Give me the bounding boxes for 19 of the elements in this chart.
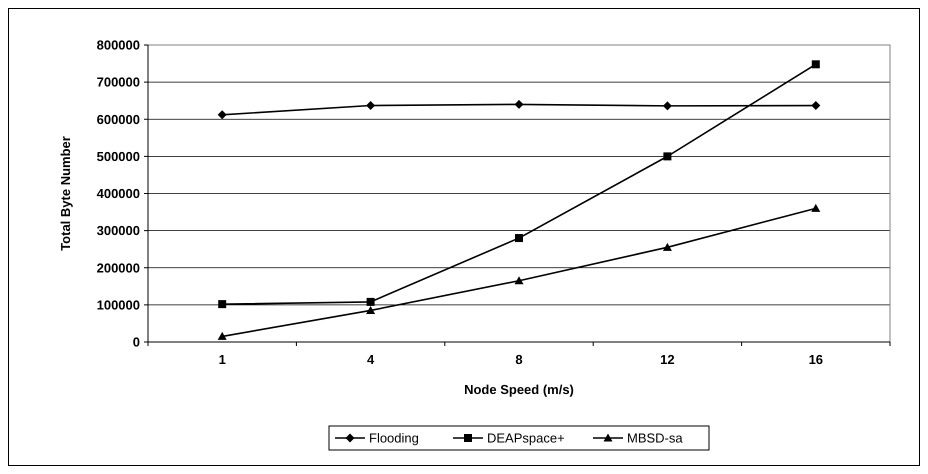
y-tick-label: 500000 [96, 148, 140, 164]
x-axis-title: Node Speed (m/s) [464, 382, 574, 397]
x-tick-label: 12 [660, 352, 675, 367]
x-tick-label: 1 [218, 352, 226, 367]
y-axis-title: Total Byte Number [58, 136, 73, 251]
legend-label: MBSD-sa [627, 430, 684, 446]
y-tick-label: 0 [132, 334, 140, 350]
legend-label: Flooding [369, 430, 419, 446]
x-tick-label: 8 [515, 352, 523, 367]
y-tick-label: 300000 [96, 223, 140, 238]
legend-label: DEAPspace+ [487, 430, 565, 446]
y-tick-label: 700000 [96, 74, 140, 90]
x-tick-label: 4 [366, 352, 375, 367]
y-tick-label: 600000 [96, 112, 140, 127]
x-tick-label: 16 [808, 352, 824, 367]
y-tick-label: 200000 [96, 260, 140, 276]
y-tick-label: 100000 [96, 297, 140, 312]
y-tick-label: 800000 [96, 38, 140, 53]
y-tick-label: 400000 [96, 186, 140, 202]
